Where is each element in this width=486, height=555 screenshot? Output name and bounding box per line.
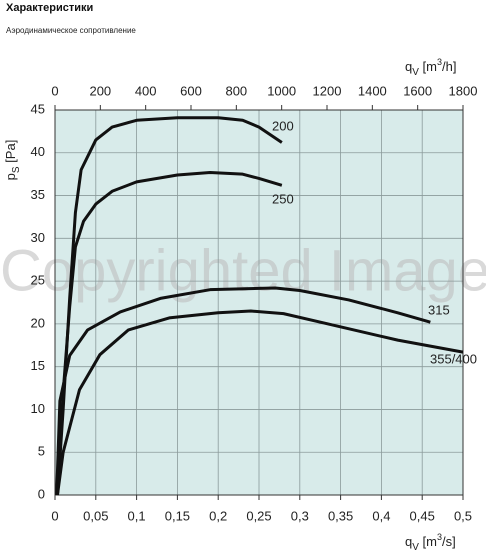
curve [55, 170, 283, 496]
x-tick-label: 0,15 [165, 508, 190, 523]
x-tick-label: 0 [51, 508, 58, 523]
x-axis-label-part: V [412, 542, 419, 553]
y-axis-label: pS [Pa] [3, 140, 21, 181]
y-tick-label: 30 [31, 230, 45, 245]
x-tick-label: 0,25 [246, 508, 271, 523]
curve [55, 286, 431, 496]
x2-tick-label: 800 [225, 83, 247, 98]
y-axis-label-part: S [11, 166, 22, 173]
x-axis-label-part: 3 [437, 532, 442, 542]
x-tick-label: 0,4 [372, 508, 390, 523]
curve [55, 309, 464, 496]
y-axis-label-part: [Pa] [3, 140, 18, 167]
x-tick-label: 0,45 [410, 508, 435, 523]
y-tick-label: 10 [31, 401, 45, 416]
x2-tick-label: 400 [135, 83, 157, 98]
x2-axis-label: qV [m3/h] [405, 57, 456, 77]
curve-label: 315 [428, 302, 450, 317]
y-tick-label: 45 [31, 101, 45, 116]
x-tick-label: 0,35 [328, 508, 353, 523]
x-tick-label: 0,3 [291, 508, 309, 523]
y-tick-label: 25 [31, 273, 45, 288]
x-axis-label-part: q [405, 534, 412, 549]
x2-tick-label: 600 [180, 83, 202, 98]
y-tick-label: 5 [38, 444, 45, 459]
x-axis-label-part: [m [419, 534, 437, 549]
x2-axis-label-part: V [412, 67, 419, 78]
plot-frame [54, 109, 464, 496]
curve-label: 250 [272, 191, 294, 206]
x2-tick-label: 1200 [313, 83, 342, 98]
y-tick-label: 0 [38, 486, 45, 501]
x2-tick-label: 1800 [449, 83, 478, 98]
x2-axis-label-part: [m [419, 59, 437, 74]
y-axis-label-part: p [3, 173, 18, 180]
y-tick-label: 15 [31, 358, 45, 373]
x2-tick-label: 200 [89, 83, 111, 98]
x2-tick-label: 0 [51, 83, 58, 98]
x2-tick-label: 1000 [267, 83, 296, 98]
x-axis-label: qV [m3/s] [405, 532, 456, 552]
page-subtitle: Аэродинамическое сопротивление [6, 26, 136, 35]
watermark: Copyrighted Image [0, 238, 486, 303]
x2-tick-label: 1400 [358, 83, 387, 98]
x2-tick-label: 1600 [403, 83, 432, 98]
x-tick-label: 0,1 [128, 508, 146, 523]
curve-label: 355/400 [430, 351, 477, 366]
x2-axis-label-part: q [405, 59, 412, 74]
y-tick-label: 35 [31, 187, 45, 202]
y-tick-label: 40 [31, 144, 45, 159]
x2-axis-label-part: /h] [442, 59, 456, 74]
y-tick-label: 20 [31, 315, 45, 330]
x-tick-label: 0,2 [209, 508, 227, 523]
x2-axis-label-part: 3 [437, 57, 442, 67]
x-tick-label: 0,5 [454, 508, 472, 523]
x-tick-label: 0,05 [83, 508, 108, 523]
x-axis-label-part: /s] [442, 534, 456, 549]
curve-label: 200 [272, 118, 294, 133]
page-title: Характеристики [6, 2, 94, 14]
